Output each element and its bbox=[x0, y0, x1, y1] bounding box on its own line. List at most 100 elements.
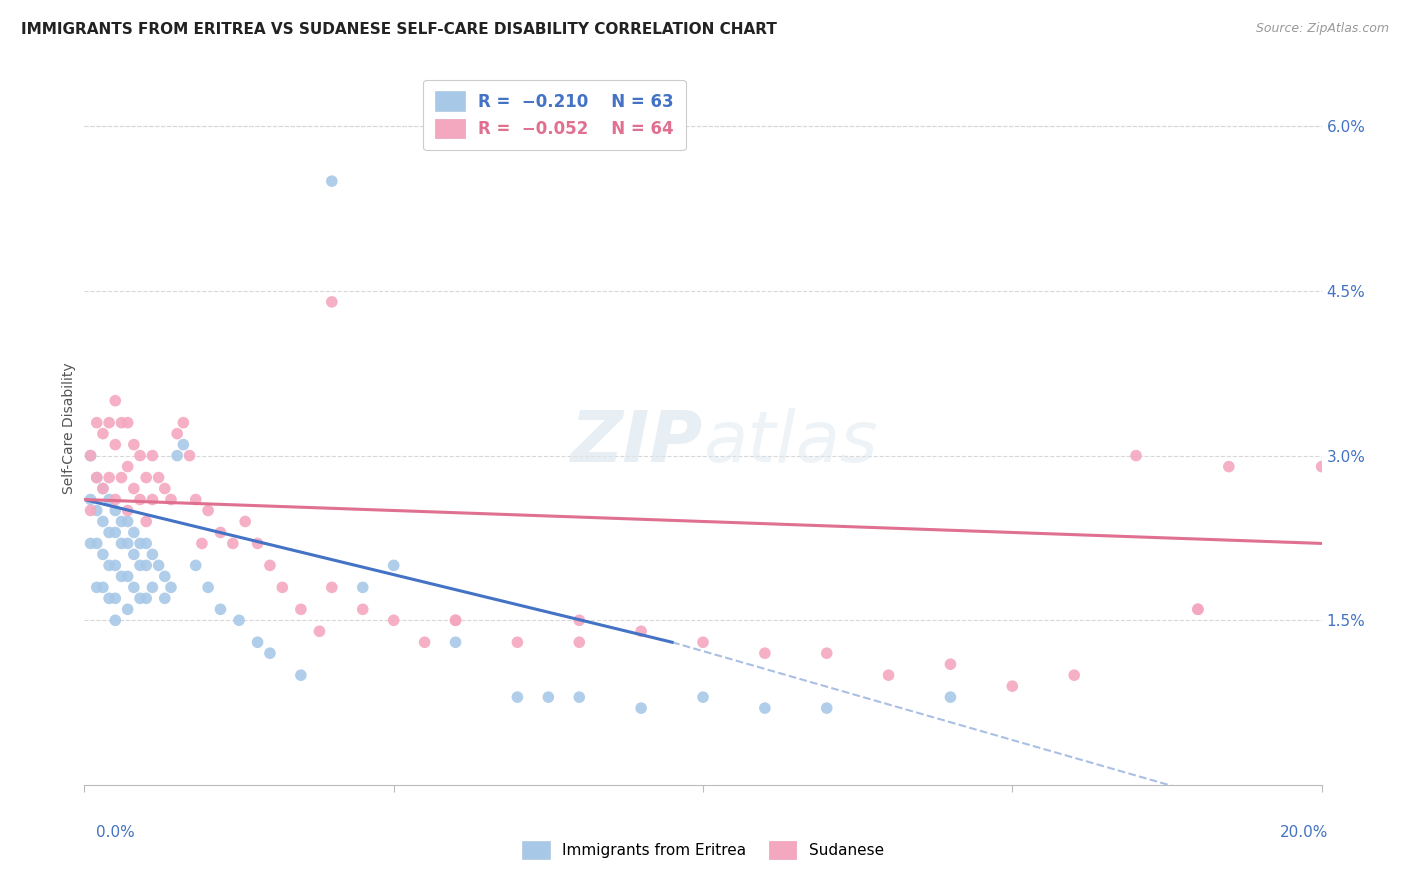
Point bbox=[222, 536, 245, 550]
Text: 20.0%: 20.0% bbox=[1281, 825, 1329, 840]
Point bbox=[122, 437, 145, 451]
Point bbox=[79, 503, 101, 517]
Text: ZIP: ZIP bbox=[571, 408, 703, 477]
Point bbox=[148, 470, 170, 484]
Point bbox=[692, 690, 714, 705]
Point bbox=[153, 482, 176, 496]
Point bbox=[754, 701, 776, 715]
Point bbox=[153, 591, 176, 606]
Point bbox=[321, 294, 343, 309]
Point bbox=[141, 580, 163, 594]
Point bbox=[117, 416, 139, 430]
Point bbox=[259, 558, 281, 573]
Point bbox=[271, 580, 294, 594]
Point bbox=[122, 482, 145, 496]
Point bbox=[209, 602, 232, 616]
Point bbox=[79, 536, 101, 550]
Point bbox=[141, 449, 163, 463]
Point bbox=[129, 492, 152, 507]
Point bbox=[172, 437, 194, 451]
Point bbox=[148, 558, 170, 573]
Point bbox=[506, 690, 529, 705]
Point bbox=[104, 591, 127, 606]
Point bbox=[184, 558, 207, 573]
Point bbox=[135, 536, 157, 550]
Point bbox=[444, 613, 467, 627]
Point bbox=[228, 613, 250, 627]
Point bbox=[246, 536, 269, 550]
Point bbox=[110, 569, 132, 583]
Point bbox=[141, 492, 163, 507]
Point bbox=[1063, 668, 1085, 682]
Text: atlas: atlas bbox=[703, 408, 877, 477]
Point bbox=[209, 525, 232, 540]
Point bbox=[815, 646, 838, 660]
Point bbox=[135, 470, 157, 484]
Point bbox=[630, 701, 652, 715]
Point bbox=[86, 503, 108, 517]
Point bbox=[197, 580, 219, 594]
Point bbox=[197, 503, 219, 517]
Point bbox=[1187, 602, 1209, 616]
Point bbox=[1218, 459, 1240, 474]
Point bbox=[166, 449, 188, 463]
Point bbox=[98, 525, 121, 540]
Point bbox=[568, 635, 591, 649]
Point bbox=[86, 470, 108, 484]
Point bbox=[117, 602, 139, 616]
Point bbox=[129, 449, 152, 463]
Point bbox=[184, 492, 207, 507]
Point bbox=[98, 416, 121, 430]
Y-axis label: Self-Care Disability: Self-Care Disability bbox=[62, 362, 76, 494]
Legend: Immigrants from Eritrea, Sudanese: Immigrants from Eritrea, Sudanese bbox=[513, 832, 893, 868]
Point bbox=[160, 492, 183, 507]
Point bbox=[91, 482, 114, 496]
Point bbox=[246, 635, 269, 649]
Point bbox=[122, 525, 145, 540]
Point bbox=[117, 569, 139, 583]
Point bbox=[117, 536, 139, 550]
Point bbox=[568, 613, 591, 627]
Point bbox=[104, 503, 127, 517]
Point bbox=[79, 492, 101, 507]
Point bbox=[568, 690, 591, 705]
Point bbox=[153, 569, 176, 583]
Point bbox=[939, 690, 962, 705]
Point bbox=[135, 591, 157, 606]
Point bbox=[86, 536, 108, 550]
Point bbox=[91, 482, 114, 496]
Point bbox=[98, 470, 121, 484]
Point bbox=[110, 416, 132, 430]
Point bbox=[630, 624, 652, 639]
Point bbox=[117, 503, 139, 517]
Point bbox=[413, 635, 436, 649]
Point bbox=[352, 602, 374, 616]
Point bbox=[104, 558, 127, 573]
Point bbox=[352, 580, 374, 594]
Point bbox=[141, 548, 163, 562]
Point bbox=[104, 437, 127, 451]
Point bbox=[122, 548, 145, 562]
Text: IMMIGRANTS FROM ERITREA VS SUDANESE SELF-CARE DISABILITY CORRELATION CHART: IMMIGRANTS FROM ERITREA VS SUDANESE SELF… bbox=[21, 22, 778, 37]
Point bbox=[104, 393, 127, 408]
Point bbox=[179, 449, 201, 463]
Point bbox=[166, 426, 188, 441]
Point bbox=[91, 515, 114, 529]
Point bbox=[86, 416, 108, 430]
Text: 0.0%: 0.0% bbox=[96, 825, 135, 840]
Point bbox=[86, 580, 108, 594]
Point bbox=[444, 613, 467, 627]
Point bbox=[160, 580, 183, 594]
Text: Source: ZipAtlas.com: Source: ZipAtlas.com bbox=[1256, 22, 1389, 36]
Point bbox=[117, 459, 139, 474]
Point bbox=[98, 591, 121, 606]
Point bbox=[1125, 449, 1147, 463]
Point bbox=[122, 580, 145, 594]
Point bbox=[506, 635, 529, 649]
Point bbox=[104, 613, 127, 627]
Point bbox=[79, 449, 101, 463]
Point bbox=[233, 515, 256, 529]
Point bbox=[1187, 602, 1209, 616]
Point bbox=[877, 668, 900, 682]
Point bbox=[172, 416, 194, 430]
